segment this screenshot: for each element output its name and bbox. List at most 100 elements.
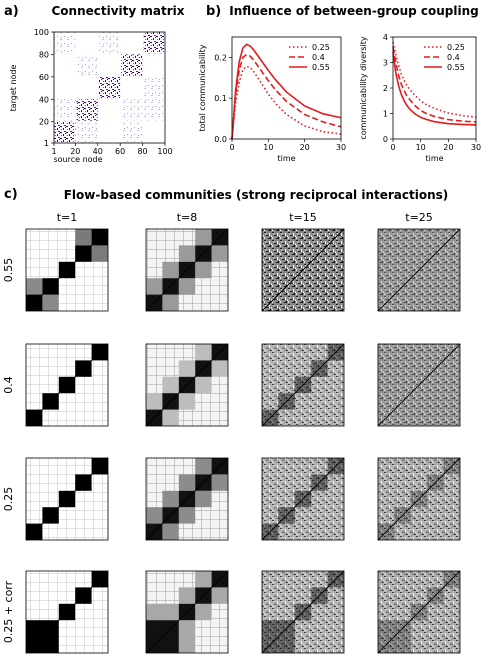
- community-matrix: [261, 570, 345, 654]
- x-tick-label: 40: [93, 147, 103, 156]
- within-group-block: [98, 76, 121, 99]
- matrix-frame: [145, 228, 229, 312]
- between-group-block: [76, 54, 98, 76]
- cross-community-block: [195, 490, 212, 508]
- communicability-diversity-plot: 0 10 20 30 0 1 2 3 4 time communicability diversit…: [359, 33, 481, 163]
- cross-community-block: [211, 245, 228, 262]
- cross-community-block: [178, 587, 196, 604]
- plot-frame: [392, 36, 477, 140]
- series-line-0.55: [231, 43, 342, 140]
- matrix-diagonal: [25, 457, 109, 541]
- column-label: t=25: [405, 211, 433, 224]
- cross-community-block: [211, 360, 228, 377]
- panel-a-letter: a): [4, 4, 19, 19]
- community-matrix: [377, 228, 461, 312]
- matrix-frame: [145, 570, 229, 654]
- between-group-block: [121, 99, 143, 121]
- x-axis-label: time: [277, 154, 295, 163]
- matrix-diagonal: [377, 228, 461, 312]
- cross-community-block: [178, 474, 196, 491]
- cross-community-block: [146, 507, 163, 524]
- community-matrix: [25, 343, 109, 427]
- community-matrix-grid: t=1 t=8 t=15 t=25 0.55 0.4 0.25 0.25 + corr: [2, 211, 461, 654]
- y-tick-label: 0.0: [214, 135, 227, 144]
- total-communicability-plot: 0 10 20 30 0.0 0.1 0.2 time total communicabilit…: [198, 36, 346, 163]
- x-tick-label: 80: [137, 147, 147, 156]
- y-tick-label: 0.1: [214, 94, 227, 103]
- cross-community-block: [178, 393, 196, 410]
- row-label: 0.25 + corr: [2, 580, 15, 643]
- community-matrix: [145, 457, 229, 541]
- panel-c-title: Flow-based communities (strong reciproca…: [64, 188, 449, 202]
- panel-c-letter: c): [4, 187, 18, 202]
- series-line-0.4: [392, 47, 477, 123]
- cross-community-block: [195, 344, 212, 361]
- legend-label: 0.55: [447, 63, 465, 72]
- x-axis-label: time: [425, 154, 443, 163]
- plot-frame: [231, 36, 342, 140]
- y-tick-label: 40: [39, 95, 49, 104]
- y-tick-label: 100: [34, 28, 49, 37]
- matrix-diagonal: [25, 570, 109, 654]
- cross-community-block: [178, 245, 196, 262]
- matrix-diagonal: [25, 228, 109, 312]
- x-tick-label: 30: [471, 143, 481, 152]
- legend-label: 0.25: [312, 43, 330, 52]
- y-axis-label: communicability diversity: [359, 36, 368, 139]
- cross-community-block: [162, 376, 179, 394]
- cross-community-block: [211, 587, 228, 604]
- legend-label: 0.4: [447, 53, 460, 62]
- cross-community-block: [162, 261, 179, 279]
- community-matrix: [377, 570, 461, 654]
- matrix-diagonal: [145, 570, 229, 654]
- cross-community-block: [146, 278, 163, 295]
- between-group-block: [76, 121, 98, 143]
- row-label: 0.55: [2, 258, 15, 283]
- panel-b-title: Influence of between-group coupling: [229, 4, 478, 18]
- panel-a-ylabel: target node: [9, 65, 18, 112]
- panel-a-xlabel: source node: [53, 155, 102, 164]
- matrix-frame: [261, 343, 345, 427]
- matrix-frame: [145, 457, 229, 541]
- matrix-diagonal: [377, 570, 461, 654]
- y-tick-label: 3: [383, 59, 388, 68]
- cross-community-block: [178, 360, 196, 377]
- cross-community-block: [195, 571, 212, 588]
- matrix-frame: [377, 457, 461, 541]
- x-tick-label: 10: [416, 143, 426, 152]
- community-matrix: [377, 457, 461, 541]
- between-group-block: [98, 32, 121, 54]
- series-line-0.25: [392, 41, 477, 119]
- cross-community-block: [195, 376, 212, 394]
- x-tick-label: 10: [263, 143, 273, 152]
- matrix-frame: [145, 343, 229, 427]
- x-tick-label: 20: [443, 143, 453, 152]
- matrix-diagonal: [261, 457, 345, 541]
- cross-community-block: [195, 458, 212, 475]
- cross-community-block: [162, 294, 179, 311]
- panel-b-letter: b): [206, 4, 221, 19]
- matrix-diagonal: [377, 457, 461, 541]
- legend-label: 0.55: [312, 63, 330, 72]
- panel-a-title: Connectivity matrix: [51, 4, 184, 18]
- cross-community-block: [178, 278, 196, 295]
- cross-community-block: [211, 474, 228, 491]
- between-group-block: [143, 76, 165, 99]
- matrix-frame: [377, 343, 461, 427]
- cross-community-block: [195, 603, 212, 621]
- matrix-frame: [261, 228, 345, 312]
- within-group-block: [121, 54, 143, 76]
- community-matrix: [261, 457, 345, 541]
- x-tick-label: 60: [115, 147, 125, 156]
- series-line-0.55: [392, 52, 477, 126]
- series-line-0.4: [231, 53, 342, 140]
- legend-label: 0.25: [447, 43, 465, 52]
- cross-community-block: [162, 409, 179, 426]
- y-axis-label: total communicability: [198, 44, 207, 131]
- cross-community-block: [146, 393, 163, 410]
- x-tick-label: 100: [157, 147, 172, 156]
- matrix-diagonal: [261, 343, 345, 427]
- connectivity-matrix-plot: 11 20 20 40 40 60 60 80 80 100 100: [34, 28, 173, 156]
- within-group-block: [143, 32, 165, 54]
